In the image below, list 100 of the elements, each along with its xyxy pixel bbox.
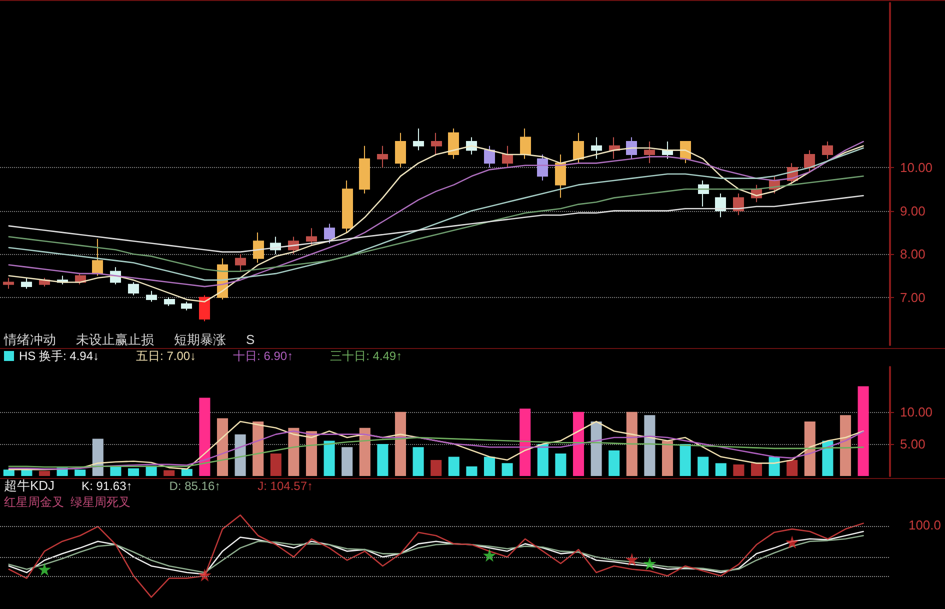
bar [715, 463, 726, 476]
bar [74, 470, 86, 476]
bar [662, 440, 674, 476]
y-tick-label: 10.00 [900, 404, 933, 420]
bar [181, 468, 192, 476]
candlestick [128, 282, 139, 296]
point [483, 548, 496, 562]
point [643, 557, 656, 570]
bar [572, 412, 584, 476]
text: 红星周金叉 绿星周死叉 [4, 495, 131, 509]
bar [484, 456, 496, 476]
point [198, 568, 212, 582]
bar [164, 470, 175, 476]
candlestick [324, 223, 335, 244]
candlestick [626, 136, 637, 160]
bar [822, 440, 834, 476]
line-series [8, 194, 864, 253]
bar [270, 454, 282, 476]
line-series [8, 420, 864, 470]
candlestick [21, 277, 32, 290]
candlestick [431, 132, 442, 156]
annotation: 情绪冲动 [3, 332, 56, 347]
legend-label: HS 换手: 4.94↓ [19, 349, 100, 363]
candlestick [199, 294, 210, 322]
text: 100.0 [908, 518, 942, 533]
bar [644, 415, 656, 476]
bar [342, 447, 353, 476]
bar [698, 456, 709, 476]
bar [324, 440, 335, 476]
bar [430, 460, 442, 476]
candlestick [253, 232, 264, 264]
candlestick [822, 141, 833, 160]
bar [412, 447, 424, 476]
candlestick [377, 145, 388, 168]
bar [359, 428, 370, 476]
bar [733, 464, 744, 476]
bar [216, 418, 228, 476]
candlestick [804, 150, 815, 172]
bar [502, 463, 513, 476]
text: 三十日: 4.49↑ [330, 349, 402, 363]
bar [128, 468, 140, 476]
bar [626, 412, 638, 476]
y-tick-label: 7.00 [900, 290, 926, 305]
line-series [8, 430, 864, 470]
candlestick [164, 296, 175, 307]
y-tick-label: 8.00 [900, 246, 926, 262]
point [38, 562, 51, 576]
candlestick [359, 145, 370, 194]
candlestick [609, 136, 620, 160]
candlestick [555, 154, 566, 198]
bar [448, 456, 460, 476]
bar [680, 444, 691, 476]
y-tick-label: 9.00 [900, 203, 926, 218]
annotation: S [246, 332, 255, 347]
line-series [8, 436, 864, 468]
bar [92, 438, 104, 476]
candlestick [92, 238, 103, 276]
bar [252, 422, 264, 476]
text: J: 104.57↑ [258, 479, 313, 493]
text: D: 85.16↑ [169, 479, 221, 493]
candlestick [520, 128, 531, 160]
bar [38, 470, 50, 476]
candlestick [448, 128, 459, 160]
bar [288, 428, 300, 476]
candlestick [146, 290, 157, 302]
bar [555, 454, 566, 476]
bar [234, 434, 246, 476]
bar [786, 460, 798, 476]
annotation: 短期暴涨 [174, 332, 226, 347]
bar [110, 466, 122, 476]
text: K: 91.63↑ [82, 479, 132, 493]
candlestick [3, 277, 14, 290]
bar [466, 466, 478, 476]
text: 五日: 7.00↓ [136, 349, 196, 363]
bar [590, 422, 602, 476]
bar [608, 450, 620, 476]
candlestick [306, 228, 317, 246]
bar [858, 386, 869, 476]
point [625, 552, 638, 566]
candlestick [502, 145, 513, 168]
candlestick [484, 145, 495, 168]
candlestick [395, 132, 406, 168]
candlestick [235, 254, 246, 272]
bar [750, 463, 762, 476]
candlestick [342, 180, 353, 233]
bar [199, 398, 210, 476]
candlestick [644, 141, 655, 164]
y-tick-label: 5.00 [900, 436, 926, 452]
bar [394, 412, 406, 476]
bar [537, 444, 548, 476]
candlestick [413, 128, 424, 151]
bar [840, 415, 852, 476]
point [786, 536, 799, 549]
bar [377, 444, 388, 476]
candlestick [181, 301, 192, 311]
line-series [8, 176, 864, 272]
annotation: 未设止赢止损 [76, 332, 154, 347]
bar [306, 431, 318, 476]
chart-title: 超牛KDJ [4, 478, 55, 493]
bar [520, 408, 531, 476]
